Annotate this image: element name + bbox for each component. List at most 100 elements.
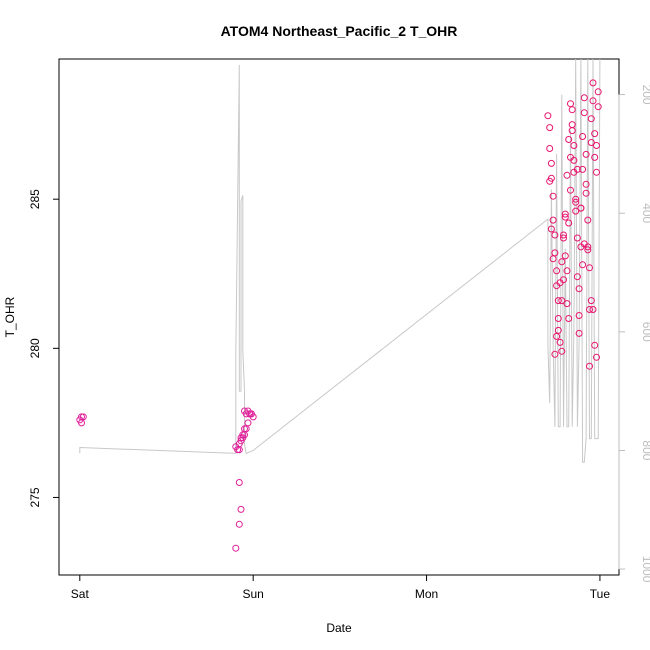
data-point: [582, 180, 590, 188]
data-point: [568, 106, 576, 114]
data-point: [235, 479, 243, 486]
data-point: [591, 153, 599, 161]
data-point: [568, 121, 576, 129]
data-point: [573, 165, 581, 173]
y2-tick-label: 600: [640, 322, 650, 342]
data-point: [586, 264, 593, 272]
data-point: [575, 285, 583, 293]
y-axis: 275 280 285: [28, 189, 59, 507]
data-point: [591, 130, 599, 138]
x-tick-label: Tue: [590, 587, 611, 601]
data-point: [567, 100, 574, 108]
y-tick-label: 285: [28, 189, 42, 209]
data-point: [572, 207, 580, 215]
data-point: [582, 189, 590, 197]
data-point: [565, 136, 573, 143]
data-point: [587, 139, 595, 146]
data-point: [247, 410, 255, 418]
data-point: [573, 234, 581, 242]
data-point: [235, 446, 243, 454]
data-point: [579, 261, 587, 269]
data-point: [561, 210, 569, 218]
data-point: [594, 88, 602, 96]
y-axis-label: T_OHR: [3, 296, 17, 337]
y-tick-label: 280: [28, 338, 42, 358]
y2-tick-label: 200: [640, 85, 650, 105]
data-point: [580, 109, 588, 117]
data-point: [232, 544, 240, 552]
x-axis: Sat Sun Mon Tue: [71, 574, 611, 601]
data-point: [546, 145, 554, 152]
data-point: [547, 159, 555, 167]
secondary-series-line: [79, 58, 601, 463]
data-point: [577, 204, 585, 212]
plot-frame: [58, 58, 620, 576]
chart-title: ATOM4 Northeast_Pacific_2 T_OHR: [221, 23, 458, 39]
data-point: [241, 425, 248, 433]
data-point: [553, 267, 561, 275]
x-tick-label: Sun: [242, 587, 263, 601]
data-point: [554, 315, 562, 322]
data-point: [558, 347, 566, 355]
data-point: [553, 332, 561, 340]
points-layer: [76, 79, 602, 552]
data-point: [563, 267, 571, 275]
data-point: [575, 312, 583, 319]
data-point: [573, 273, 581, 281]
data-point: [561, 252, 569, 260]
secondary-line-layer: [79, 58, 601, 463]
data-point: [549, 192, 557, 200]
data-point: [570, 142, 578, 149]
data-point: [572, 198, 580, 206]
data-point: [563, 171, 571, 179]
data-point: [544, 112, 552, 120]
data-point: [244, 419, 252, 427]
data-point: [572, 195, 580, 203]
data-point: [561, 213, 569, 221]
data-point: [579, 165, 587, 173]
data-point: [586, 362, 593, 370]
data-point: [586, 306, 593, 313]
data-point: [593, 168, 600, 176]
data-point: [79, 413, 87, 421]
data-point: [575, 329, 583, 337]
data-point: [567, 186, 574, 194]
data-point: [237, 505, 245, 513]
data-point: [547, 225, 555, 233]
data-point: [589, 79, 597, 87]
data-point: [549, 216, 557, 224]
data-point: [589, 306, 597, 313]
data-point: [580, 240, 588, 248]
data-point: [560, 234, 567, 242]
data-point: [593, 142, 600, 149]
data-point: [551, 350, 559, 358]
data-point: [554, 297, 562, 305]
data-point: [589, 97, 597, 105]
data-point: [546, 177, 554, 185]
data-point: [563, 300, 571, 308]
y2-tick-label: 400: [640, 203, 650, 223]
data-point: [556, 279, 564, 287]
data-point: [587, 297, 595, 305]
data-point: [584, 246, 592, 254]
data-point: [582, 150, 590, 158]
data-point: [565, 219, 573, 227]
data-point: [587, 115, 595, 123]
y2-tick-label: 800: [640, 440, 650, 460]
data-point: [584, 216, 592, 224]
data-point: [579, 133, 587, 140]
data-point: [560, 231, 567, 239]
data-point: [235, 520, 243, 528]
data-point: [549, 255, 557, 263]
data-point: [591, 341, 599, 349]
data-point: [546, 124, 554, 132]
data-point: [593, 353, 600, 361]
y2-tick-label: 1000: [640, 556, 650, 583]
data-point: [565, 315, 573, 322]
y2-axis: 200 400 600 800 1000: [618, 85, 650, 583]
x-axis-label: Date: [326, 621, 352, 635]
data-point: [580, 94, 588, 102]
x-tick-label: Sat: [71, 587, 90, 601]
y-tick-label: 275: [28, 487, 42, 507]
